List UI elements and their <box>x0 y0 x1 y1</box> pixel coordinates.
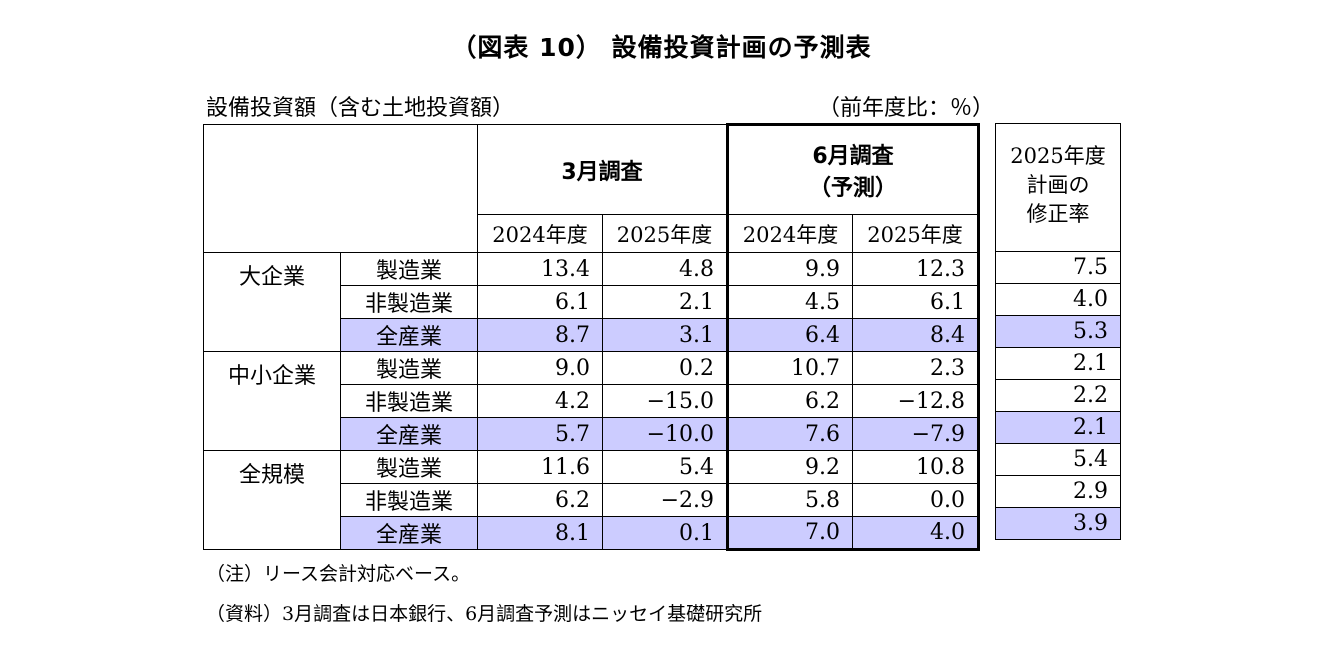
revision-row: 2.2 <box>995 379 1121 412</box>
cell-june-2025: 10.8 <box>852 450 980 484</box>
cell-march-2025: −15.0 <box>602 384 728 418</box>
cell-june-2024: 9.9 <box>726 252 853 286</box>
header-june-line2: （予測） <box>808 176 897 201</box>
cell-revision-rate: 5.3 <box>995 315 1121 348</box>
cell-march-2025: 3.1 <box>602 318 728 352</box>
page-title: （図表 10） 設備投資計画の予測表 <box>451 33 872 62</box>
cell-march-2024: 13.4 <box>477 252 603 286</box>
cell-revision-rate: 2.2 <box>995 379 1121 412</box>
cell-june-2025: −12.8 <box>852 384 980 418</box>
cell-june-2024: 7.6 <box>726 417 853 451</box>
cell-june-2025: 6.1 <box>852 285 980 319</box>
cell-march-2024: 4.2 <box>477 384 603 418</box>
cell-march-2024: 6.1 <box>477 285 603 319</box>
group-label: 全規模 <box>203 450 341 550</box>
cell-june-2025: 4.0 <box>852 516 980 551</box>
industry-label: 全産業 <box>340 417 478 451</box>
table-row: 全産業 8.1 0.1 7.0 4.0 <box>204 516 980 551</box>
table-subtitle: 設備投資額（含む土地投資額） <box>206 96 515 121</box>
cell-revision-rate: 7.5 <box>995 251 1121 284</box>
industry-label: 製造業 <box>340 351 478 385</box>
header-revision-line3: 修正率 <box>1026 202 1090 226</box>
table-row: 大企業 製造業 13.4 4.8 9.9 12.3 <box>203 252 980 352</box>
header-march-2025: 2025年度 <box>602 214 728 253</box>
table-row: 全産業 8.7 3.1 6.4 8.4 <box>204 318 980 352</box>
cell-march-2024: 8.1 <box>477 516 603 550</box>
cell-revision-rate: 2.1 <box>995 411 1121 444</box>
revision-row: 2.1 <box>995 411 1121 444</box>
corner-cell <box>203 124 478 253</box>
cell-june-2025: 12.3 <box>852 252 980 286</box>
industry-label: 非製造業 <box>340 285 478 319</box>
cell-june-2025: 8.4 <box>852 318 980 352</box>
cell-march-2024: 8.7 <box>477 318 603 352</box>
revision-table: 2025年度 計画の 修正率 7.5 4.0 5.3 2.1 2.2 2.1 5.4 2.9 3… <box>995 123 1121 540</box>
cell-march-2024: 11.6 <box>477 450 603 484</box>
industry-label: 非製造業 <box>340 483 478 517</box>
cell-march-2024: 9.0 <box>477 351 603 385</box>
revision-row: 5.3 <box>995 315 1121 348</box>
cell-revision-rate: 3.9 <box>995 507 1121 540</box>
group-label: 大企業 <box>203 252 341 352</box>
header-june-2024: 2024年度 <box>726 214 853 253</box>
cell-revision-rate: 4.0 <box>995 283 1121 316</box>
table-row: 非製造業 4.2 −15.0 6.2 −12.8 <box>204 384 980 418</box>
revision-row: 5.4 <box>995 443 1121 476</box>
cell-march-2025: −2.9 <box>602 483 728 517</box>
table-row: 全産業 5.7 −10.0 7.6 −7.9 <box>204 417 980 451</box>
footnote: （注）リース会計対応ベース。 <box>206 563 471 585</box>
cell-june-2025: 2.3 <box>852 351 980 385</box>
cell-june-2024: 6.2 <box>726 384 853 418</box>
cell-march-2024: 5.7 <box>477 417 603 451</box>
cell-march-2025: 4.8 <box>602 252 728 286</box>
header-june-line1: 6月調査 <box>812 144 894 169</box>
cell-march-2025: −10.0 <box>602 417 728 451</box>
header-march-survey: 3月調査 <box>477 124 728 215</box>
revision-row: 3.9 <box>995 507 1121 540</box>
cell-revision-rate: 5.4 <box>995 443 1121 476</box>
cell-march-2025: 2.1 <box>602 285 728 319</box>
industry-label: 全産業 <box>340 516 478 550</box>
industry-label: 製造業 <box>340 252 478 286</box>
forecast-table: 3月調査 6月調査 （予測） 2024年度 2025年度 2024年度 2025… <box>203 123 980 551</box>
cell-june-2024: 4.5 <box>726 285 853 319</box>
table-row: 中小企業 製造業 9.0 0.2 10.7 2.3 <box>203 351 980 451</box>
header-june-survey: 6月調査 （予測） <box>726 123 980 215</box>
cell-june-2025: −7.9 <box>852 417 980 451</box>
cell-march-2025: 0.2 <box>602 351 728 385</box>
revision-row: 4.0 <box>995 283 1121 316</box>
cell-june-2024: 5.8 <box>726 483 853 517</box>
cell-march-2024: 6.2 <box>477 483 603 517</box>
cell-march-2025: 5.4 <box>602 450 728 484</box>
cell-june-2024: 9.2 <box>726 450 853 484</box>
revision-row: 2.9 <box>995 475 1121 508</box>
industry-label: 非製造業 <box>340 384 478 418</box>
industry-label: 全産業 <box>340 318 478 352</box>
cell-june-2024: 10.7 <box>726 351 853 385</box>
header-revision-rate: 2025年度 計画の 修正率 <box>995 123 1121 252</box>
cell-march-2025: 0.1 <box>602 516 728 550</box>
group-label: 中小企業 <box>203 351 341 451</box>
industry-label: 製造業 <box>340 450 478 484</box>
cell-revision-rate: 2.9 <box>995 475 1121 508</box>
table-row: 全規模 製造業 11.6 5.4 9.2 10.8 <box>203 450 980 550</box>
cell-june-2024: 6.4 <box>726 318 853 352</box>
revision-row: 2.1 <box>995 347 1121 380</box>
header-june-2025: 2025年度 <box>852 214 980 253</box>
cell-june-2025: 0.0 <box>852 483 980 517</box>
header-revision-line2: 計画の <box>1026 173 1090 197</box>
source-note: （資料）3月調査は日本銀行、6月調査予測はニッセイ基礎研究所 <box>206 603 763 625</box>
unit-label: （前年度比：％） <box>818 96 995 121</box>
cell-revision-rate: 2.1 <box>995 347 1121 380</box>
cell-june-2024: 7.0 <box>726 516 853 551</box>
header-march-2024: 2024年度 <box>477 214 603 253</box>
revision-row: 7.5 <box>995 251 1121 284</box>
header-revision-line1: 2025年度 <box>1010 144 1106 168</box>
